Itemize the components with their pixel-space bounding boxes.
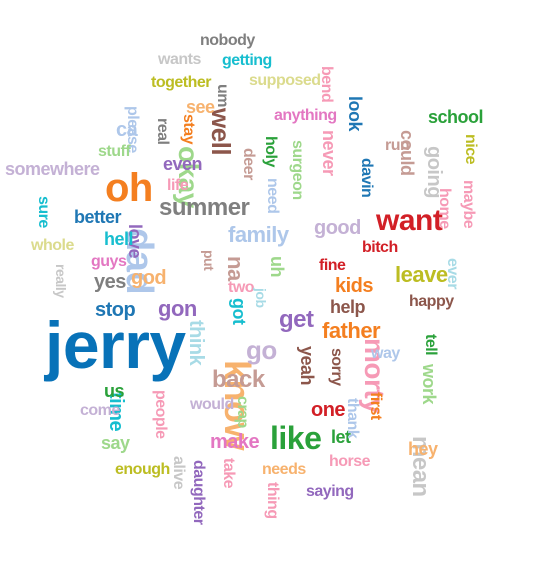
word-people: people	[152, 390, 169, 439]
word-uh: uh	[267, 256, 287, 277]
word-way: way	[371, 345, 400, 362]
word-whole: whole	[31, 237, 74, 254]
word-anything: anything	[274, 107, 337, 124]
word-stuff: stuff	[98, 143, 131, 160]
word-hell: hell	[104, 229, 134, 249]
word-back: back	[212, 366, 265, 393]
word-together: together	[151, 74, 212, 91]
word-ever: ever	[444, 258, 461, 289]
word-good: good	[314, 217, 361, 239]
word-getting: getting	[222, 52, 272, 69]
word-bend: bend	[318, 66, 335, 103]
word-us: us	[104, 381, 125, 401]
word-bitch: bitch	[362, 239, 398, 256]
word-nobody: nobody	[200, 32, 255, 49]
word-sure: sure	[35, 196, 52, 228]
word-got: got	[229, 298, 249, 325]
word-father: father	[322, 318, 381, 343]
word-deer: deer	[240, 148, 257, 180]
word-first: first	[367, 392, 384, 420]
word-life: life	[167, 177, 189, 194]
word-nice: nice	[462, 134, 479, 165]
word-family: family	[228, 222, 289, 247]
word-get: get	[279, 306, 314, 333]
word-daughter: daughter	[190, 460, 207, 525]
word-maybe: maybe	[460, 180, 477, 229]
word-surgeon: surgeon	[289, 140, 306, 200]
word-run: run	[385, 137, 410, 154]
word-work: work	[419, 364, 439, 405]
word-come: come	[80, 402, 120, 419]
word-stop: stop	[95, 299, 136, 321]
word-like: like	[270, 420, 322, 456]
word-think: think	[185, 320, 207, 366]
word-take: take	[220, 458, 237, 489]
word-home: home	[436, 188, 453, 229]
word-god: god	[131, 267, 167, 289]
word-saying: saying	[306, 483, 354, 500]
word-job: job	[253, 288, 269, 308]
word-tell: tell	[422, 334, 439, 356]
word-um: um	[214, 84, 231, 107]
word-supposed: supposed	[249, 72, 321, 89]
word-make: make	[210, 431, 260, 453]
word-davin: davin	[358, 158, 375, 198]
word-better: better	[74, 207, 122, 227]
word-leave: leave	[395, 262, 448, 287]
word-put: put	[201, 250, 217, 271]
word-horse: horse	[329, 453, 371, 470]
word-real: real	[154, 118, 171, 145]
word-enough: enough	[115, 461, 170, 478]
word-help: help	[330, 297, 366, 317]
word-oh: oh	[105, 166, 153, 210]
word-could: could	[397, 130, 417, 176]
word-gon: gon	[158, 296, 197, 321]
word-want: want	[376, 204, 443, 237]
word-holy: holy	[262, 136, 279, 167]
word-wants: wants	[158, 51, 201, 68]
word-even: even	[163, 154, 203, 174]
word-guys: guys	[91, 253, 127, 270]
word-sorry: sorry	[328, 348, 345, 386]
word-ca: ca	[116, 119, 138, 141]
word-would: would	[190, 396, 234, 413]
word-happy: happy	[409, 293, 454, 310]
word-really: really	[53, 264, 69, 298]
word-jerry: jerry	[45, 308, 186, 382]
word-one: one	[311, 399, 346, 421]
word-crap: crap	[234, 396, 251, 428]
word-somewhere: somewhere	[5, 159, 100, 179]
word-stay: stay	[180, 114, 197, 145]
word-na: na	[223, 256, 248, 281]
word-say: say	[101, 433, 130, 453]
word-need: need	[264, 178, 281, 214]
word-look: look	[345, 96, 365, 132]
word-thank: thank	[344, 398, 361, 439]
word-alive: alive	[170, 456, 187, 490]
word-go: go	[246, 335, 277, 365]
word-thing: thing	[264, 482, 281, 519]
word-fine: fine	[319, 257, 346, 274]
word-yeah: yeah	[297, 346, 317, 386]
word-kids: kids	[335, 275, 374, 297]
word-let: let	[331, 427, 351, 447]
word-yes: yes	[94, 271, 126, 293]
word-see: see	[186, 97, 215, 117]
word-hey: hey	[408, 439, 438, 459]
word-never: never	[319, 130, 339, 176]
word-needs: needs	[262, 461, 306, 478]
word-summer: summer	[159, 194, 250, 221]
word-school: school	[428, 107, 484, 127]
word-two: two	[228, 279, 255, 296]
